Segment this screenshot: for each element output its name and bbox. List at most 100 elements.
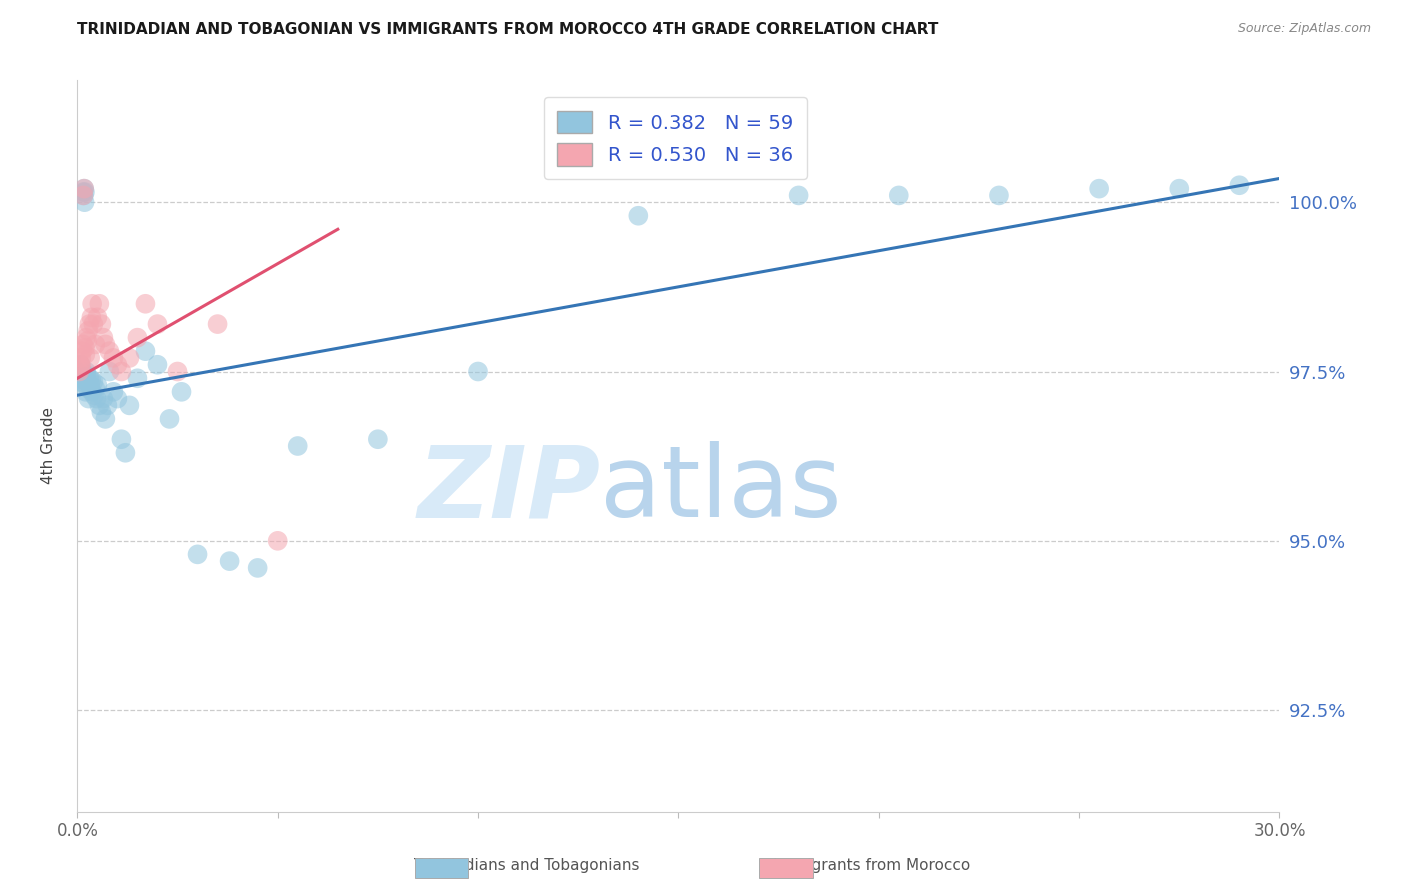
- Point: [79, 371, 101, 385]
- Point: [159, 412, 181, 426]
- Point: [75, 364, 97, 378]
- Point: [86, 392, 108, 406]
- Point: [89, 297, 111, 311]
- Point: [94, 337, 117, 351]
- Point: [70, 370, 93, 384]
- Point: [887, 188, 910, 202]
- Point: [82, 297, 104, 311]
- Point: [207, 317, 229, 331]
- Point: [70, 344, 93, 359]
- Y-axis label: 4th Grade: 4th Grade: [42, 408, 56, 484]
- Text: ZIP: ZIP: [418, 442, 600, 539]
- Point: [627, 209, 650, 223]
- Point: [90, 405, 112, 419]
- Point: [98, 344, 121, 359]
- Point: [118, 398, 141, 412]
- Point: [127, 371, 149, 385]
- Point: [98, 364, 121, 378]
- Point: [94, 412, 117, 426]
- Point: [75, 384, 97, 399]
- Point: [82, 375, 104, 389]
- Point: [76, 368, 98, 382]
- Point: [70, 359, 93, 373]
- Point: [127, 331, 149, 345]
- Point: [67, 364, 90, 378]
- Point: [79, 317, 101, 331]
- Point: [73, 341, 96, 355]
- Point: [73, 188, 96, 202]
- Point: [70, 375, 93, 389]
- Point: [86, 310, 108, 325]
- Point: [96, 398, 118, 412]
- Point: [118, 351, 141, 365]
- Point: [187, 547, 209, 561]
- Point: [69, 358, 91, 372]
- Point: [134, 297, 156, 311]
- Point: [69, 361, 91, 376]
- Point: [72, 185, 94, 199]
- Point: [287, 439, 309, 453]
- Point: [267, 533, 290, 548]
- Point: [73, 185, 96, 199]
- Point: [107, 392, 129, 406]
- Point: [988, 188, 1011, 202]
- Point: [73, 181, 96, 195]
- Point: [67, 368, 90, 382]
- Text: Trinidadians and Tobagonians: Trinidadians and Tobagonians: [415, 858, 640, 872]
- Point: [76, 334, 98, 348]
- Point: [77, 381, 100, 395]
- Point: [1229, 178, 1251, 193]
- Point: [80, 310, 103, 325]
- Point: [107, 358, 129, 372]
- Point: [146, 317, 169, 331]
- Text: Immigrants from Morocco: Immigrants from Morocco: [773, 858, 970, 872]
- Point: [82, 317, 104, 331]
- Point: [75, 348, 97, 362]
- Point: [90, 317, 112, 331]
- Point: [70, 371, 93, 385]
- Point: [79, 378, 101, 392]
- Point: [110, 432, 132, 446]
- Point: [73, 181, 96, 195]
- Point: [72, 188, 94, 202]
- Point: [76, 375, 98, 389]
- Point: [77, 392, 100, 406]
- Text: atlas: atlas: [600, 442, 842, 539]
- Point: [80, 373, 103, 387]
- Point: [86, 378, 108, 392]
- Point: [246, 561, 269, 575]
- Point: [72, 373, 94, 387]
- Point: [1168, 181, 1191, 195]
- Point: [170, 384, 193, 399]
- Point: [83, 388, 105, 402]
- Point: [1088, 181, 1111, 195]
- Point: [218, 554, 240, 568]
- Point: [134, 344, 156, 359]
- Text: Source: ZipAtlas.com: Source: ZipAtlas.com: [1237, 22, 1371, 36]
- Point: [367, 432, 389, 446]
- Legend: R = 0.382   N = 59, R = 0.530   N = 36: R = 0.382 N = 59, R = 0.530 N = 36: [544, 97, 807, 179]
- Text: TRINIDADIAN AND TOBAGONIAN VS IMMIGRANTS FROM MOROCCO 4TH GRADE CORRELATION CHAR: TRINIDADIAN AND TOBAGONIAN VS IMMIGRANTS…: [77, 22, 939, 37]
- Point: [114, 446, 136, 460]
- Point: [110, 364, 132, 378]
- Point: [84, 337, 107, 351]
- Point: [77, 324, 100, 338]
- Point: [75, 331, 97, 345]
- Point: [146, 358, 169, 372]
- Point: [166, 364, 188, 378]
- Point: [84, 381, 107, 395]
- Point: [89, 398, 111, 412]
- Point: [93, 331, 115, 345]
- Point: [69, 361, 91, 376]
- Point: [103, 351, 125, 365]
- Point: [70, 364, 93, 378]
- Point: [103, 384, 125, 399]
- Point: [70, 351, 93, 365]
- Point: [72, 366, 94, 380]
- Point: [69, 358, 91, 372]
- Point: [79, 351, 101, 365]
- Point: [82, 384, 104, 399]
- Point: [72, 337, 94, 351]
- Point: [93, 392, 115, 406]
- Point: [73, 195, 96, 210]
